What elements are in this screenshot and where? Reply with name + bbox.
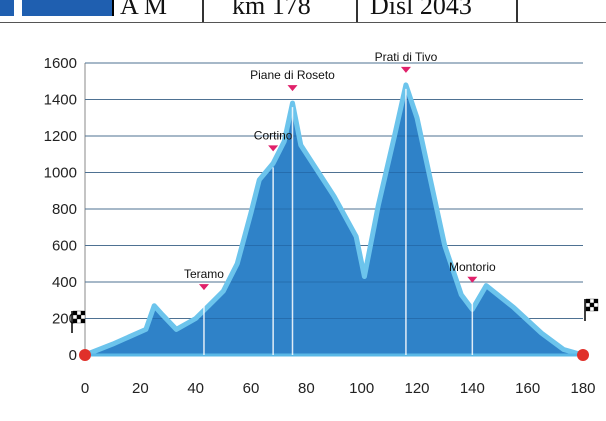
flag-square — [593, 298, 599, 304]
y-tick-label: 1400 — [44, 92, 77, 109]
start-flag-icon — [71, 310, 86, 333]
location-label: Prati di Tivo — [375, 50, 438, 64]
y-tick-label: 200 — [52, 311, 77, 328]
x-tick-label: 80 — [298, 380, 315, 397]
x-tick-label: 20 — [132, 380, 149, 397]
endpoint-dot — [577, 349, 589, 361]
flag-square — [589, 298, 595, 304]
flag-square — [76, 310, 82, 316]
location-label: Cortino — [254, 128, 293, 142]
header-color-block — [22, 0, 114, 16]
header-cell-text: Disl 2043 — [370, 0, 472, 20]
header-cell: Disl 2043 — [358, 0, 518, 22]
y-tick-label: 400 — [52, 274, 77, 291]
flag-square — [589, 306, 595, 312]
x-tick-label: 60 — [243, 380, 260, 397]
flag-square — [585, 306, 591, 312]
y-tick-label: 0 — [69, 347, 77, 364]
location-marker — [287, 85, 298, 92]
location-marker — [198, 284, 209, 291]
header-cell: A M — [112, 0, 204, 22]
chart-plot-area — [84, 62, 584, 358]
finish-flag-icon — [584, 298, 599, 321]
flag-square — [585, 298, 591, 304]
x-tick-label: 0 — [81, 380, 89, 397]
flag-square — [585, 302, 591, 308]
flag-square — [80, 318, 86, 324]
x-tick-label: 40 — [187, 380, 204, 397]
flag-square — [76, 314, 82, 320]
flag-square — [80, 314, 86, 320]
y-tick-label: 1600 — [44, 55, 77, 72]
x-tick-label: 140 — [460, 380, 485, 397]
y-tick-label: 800 — [52, 201, 77, 218]
stage-header: A M km 178 Disl 2043 — [0, 0, 606, 23]
location-marker — [400, 66, 411, 73]
location-label: Montorio — [449, 260, 496, 274]
flag-square — [76, 318, 82, 324]
flag-square — [72, 314, 78, 320]
header-color-block — [0, 0, 14, 16]
flag-square — [72, 310, 78, 316]
flag-square — [593, 302, 599, 308]
y-tick-label: 1000 — [44, 165, 77, 182]
location-label: Teramo — [184, 267, 224, 281]
header-cell: km 178 — [204, 0, 358, 22]
location-marker — [268, 145, 279, 152]
y-tick-label: 600 — [52, 238, 77, 255]
y-tick-label: 1200 — [44, 128, 77, 145]
chart-annotations: Teramo Cortino Piane di Roseto Prati di Tiv… — [71, 50, 599, 361]
flag-square — [589, 302, 595, 308]
flag-square — [80, 310, 86, 316]
x-tick-label: 160 — [515, 380, 540, 397]
x-tick-label: 120 — [404, 380, 429, 397]
flag-square — [72, 318, 78, 324]
header-cell-text: km 178 — [232, 0, 311, 20]
location-marker — [467, 276, 478, 283]
header-cell-text: A M — [120, 0, 167, 20]
x-tick-label: 100 — [349, 380, 374, 397]
chart-ticks: 0 200 400 600 800 1000 1200 1400 1600 0 20 40 60 80 10… — [44, 55, 596, 397]
endpoint-dot — [79, 349, 91, 361]
flag-square — [593, 306, 599, 312]
x-tick-label: 180 — [570, 380, 595, 397]
location-label: Piane di Roseto — [250, 68, 335, 82]
